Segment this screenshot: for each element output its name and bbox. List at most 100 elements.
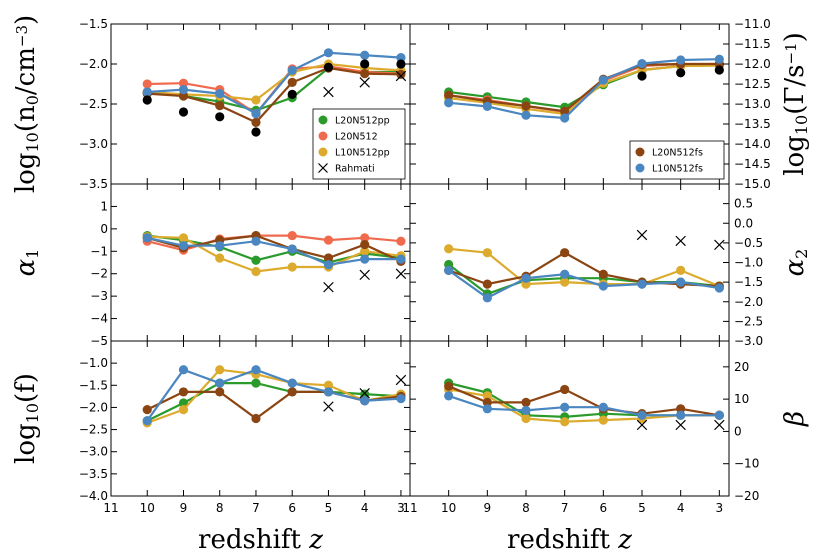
data-point-L20N512fs <box>444 381 454 391</box>
series-group-gamma <box>444 54 724 123</box>
data-point-L10N512fs <box>444 391 454 401</box>
cross-stroke <box>323 401 334 412</box>
legend-marker-L20N512pp <box>318 115 328 125</box>
axes-beta: −20 −10 0 10 20 11 10 9 8 7 6 5 4 3 <box>402 341 759 515</box>
data-point-L20N512fs <box>215 101 225 111</box>
data-point-L10N512fs <box>396 393 406 404</box>
ytick-label: 0.5 <box>734 197 753 211</box>
ytick-label: 0 <box>734 424 742 438</box>
data-point-L10N512pp <box>598 415 608 425</box>
legend-entry-L10N512pp: L10N512pp <box>335 148 390 159</box>
data-point-L10N512pp <box>560 417 570 427</box>
cross-stroke <box>636 229 648 241</box>
data-point-L10N512fs <box>676 277 686 287</box>
data-point-L10N512fs <box>521 273 531 283</box>
data-point-L20N512fs <box>396 69 406 79</box>
xtick-label: 9 <box>180 501 188 515</box>
data-point-L20N512fs <box>444 90 454 100</box>
ytick-label: −3.0 <box>79 137 108 151</box>
cross-stroke <box>359 388 370 399</box>
data-point-L10N512fs <box>251 109 261 119</box>
data-point-L10N512pp <box>482 391 492 401</box>
ylabel-part: ) <box>11 15 41 25</box>
xlabel-symbol: z <box>308 525 323 555</box>
reference-point-cross <box>395 268 407 279</box>
ylabel-f: log10(f) <box>11 373 42 464</box>
data-point-L20N512 <box>323 235 334 245</box>
ytick-label: −20 <box>734 489 759 503</box>
xtick-label: 5 <box>638 501 646 515</box>
data-point-L20N512pp <box>360 389 370 399</box>
series-group-alpha1 <box>142 230 407 293</box>
legend-gamma: L20N512fs L10N512fs <box>629 140 725 180</box>
xtick-label: 8 <box>522 501 530 515</box>
reference-point-cross <box>359 388 370 399</box>
reference-point-cross <box>395 70 407 82</box>
series-line-L10N512pp <box>147 235 402 273</box>
series-group-f <box>142 365 407 428</box>
series-line-L20N512pp <box>146 382 401 422</box>
data-point-L10N512fs <box>482 293 492 303</box>
data-point-L20N512fs <box>215 387 225 397</box>
data-point-L10N512fs <box>323 48 334 58</box>
legend-entry-L20N512: L20N512 <box>335 132 378 143</box>
data-point-L10N512fs <box>482 101 492 111</box>
cross-stroke <box>636 419 648 431</box>
data-point-L10N512fs <box>360 50 370 60</box>
data-point-L20N512fs <box>598 269 608 279</box>
xtick-label: 10 <box>140 501 155 515</box>
ytick-label: −1.5 <box>79 17 108 31</box>
xtick-label: 3 <box>716 501 724 515</box>
ytick-label: −4 <box>90 312 108 326</box>
data-point-L20N512pp <box>251 255 261 265</box>
xtick-label: 4 <box>677 501 685 515</box>
ytick-label: −13.5 <box>734 117 771 131</box>
ytick-label: −10 <box>734 457 759 471</box>
data-point-L10N512fs <box>598 402 608 412</box>
cross-stroke <box>395 70 407 82</box>
reference-point-dot <box>323 62 334 72</box>
reference-point-cross <box>675 235 686 247</box>
data-point-L10N512fs <box>178 85 189 95</box>
data-point-L20N512fs <box>560 106 570 116</box>
reference-point-cross <box>395 374 407 386</box>
data-point-L10N512fs <box>251 365 261 375</box>
ytick-label: −2.5 <box>79 97 108 111</box>
ylabel-part: 10 <box>23 132 42 152</box>
data-point-L10N512fs <box>714 283 724 293</box>
data-point-L10N512fs <box>560 113 570 123</box>
cross-stroke <box>323 281 334 293</box>
ylabel-gamma: log10(Γ/s−1) <box>780 32 811 176</box>
ylabel-part: β <box>780 411 810 427</box>
reference-point-dot <box>142 95 152 105</box>
data-point-L10N512fs <box>676 55 686 65</box>
reference-point-dot <box>676 68 686 78</box>
ylabel-part: log <box>11 423 41 464</box>
series-line-L10N512fs <box>448 58 720 120</box>
data-point-L10N512pp <box>178 233 189 243</box>
data-point-L10N512pp <box>251 266 261 277</box>
cross-stroke <box>395 374 407 386</box>
ytick-label: 1 <box>100 199 108 213</box>
data-point-L10N512pp <box>215 253 225 263</box>
ytick-label: −2.5 <box>734 314 763 328</box>
panel-frame-alpha2 <box>409 183 730 342</box>
data-point-L10N512pp <box>521 413 531 424</box>
data-point-L20N512fs <box>676 404 686 414</box>
ytick-label: −11.0 <box>734 17 771 31</box>
data-point-L20N512 <box>360 233 370 243</box>
xtick-label: 6 <box>288 501 296 515</box>
reference-point-cross <box>323 86 334 98</box>
ylabel-part: 10 <box>23 403 42 423</box>
ylabel-part: −3 <box>13 25 31 47</box>
ytick-label: −2.0 <box>79 400 108 414</box>
ytick-label: −5 <box>90 334 108 348</box>
data-point-L10N512pp <box>251 95 261 105</box>
series-group-alpha2 <box>444 229 725 303</box>
ylabel-part: α <box>780 258 810 276</box>
cross-stroke <box>359 77 370 88</box>
data-point-L10N512fs <box>142 416 152 426</box>
data-point-L20N512fs <box>287 77 297 87</box>
data-point-L10N512fs <box>287 65 297 75</box>
data-point-L10N512pp <box>482 248 492 258</box>
